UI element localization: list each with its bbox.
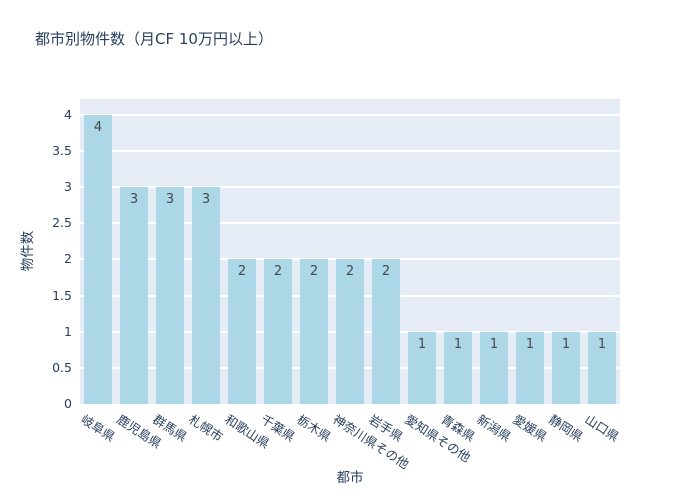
bar-value-label: 1 [561,336,571,352]
bar-札幌市[interactable]: 3 [191,187,221,404]
bar-岩手県[interactable]: 2 [371,259,401,404]
x-axis-title: 都市 [336,470,364,486]
bar-value-label: 1 [453,336,463,352]
bar-神奈川県その他[interactable]: 2 [335,259,365,404]
y-tick-label: 0.5 [52,359,72,375]
gridline [80,113,620,116]
y-tick-label: 2 [64,251,72,267]
y-tick-label: 1 [64,323,72,339]
bar-栃木県[interactable]: 2 [299,259,329,404]
x-tick-label: 静岡県 [546,411,586,445]
bar-value-label: 3 [201,192,211,208]
bar-value-label: 2 [345,264,355,280]
bar-value-label: 2 [237,264,247,280]
x-tick-label: 愛媛県 [510,411,550,445]
bar-value-label: 3 [165,192,175,208]
y-tick-label: 1.5 [52,287,72,303]
y-tick-label: 2.5 [52,215,72,231]
bar-value-label: 2 [273,264,283,280]
bar-青森県[interactable]: 1 [443,331,473,404]
bar-鹿児島県[interactable]: 3 [119,187,149,404]
plot-area: 4 3 3 3 2 2 2 2 2 1 1 1 1 1 1 [80,99,620,404]
bar-千葉県[interactable]: 2 [263,259,293,404]
x-tick-label: 岐阜県 [78,411,118,445]
x-tick-label: 札幌市 [186,411,226,445]
bar-value-label: 2 [381,264,391,280]
bar-新潟県[interactable]: 1 [479,331,509,404]
gridline [80,222,620,225]
bar-value-label: 1 [417,336,427,352]
bar-群馬県[interactable]: 3 [155,187,185,404]
bar-岐阜県[interactable]: 4 [83,114,113,404]
y-tick-label: 3.5 [52,143,72,159]
y-tick-label: 3 [64,179,72,195]
bar-静岡県[interactable]: 1 [551,331,581,404]
y-tick-label: 4 [64,106,72,122]
gridline [80,186,620,189]
bar-愛知県その他[interactable]: 1 [407,331,437,404]
bar-山口県[interactable]: 1 [587,331,617,404]
x-tick-label: 山口県 [582,411,622,445]
bar-value-label: 1 [489,336,499,352]
bar-value-label: 4 [93,119,103,135]
bar-value-label: 1 [525,336,535,352]
x-tick-label: 新潟県 [474,411,514,445]
bar-和歌山県[interactable]: 2 [227,259,257,404]
bar-愛媛県[interactable]: 1 [515,331,545,404]
bar-value-label: 3 [129,192,139,208]
bar-value-label: 1 [597,336,607,352]
y-tick-label: 0 [64,396,72,411]
x-tick-label: 栃木県 [294,411,334,445]
gridline [80,150,620,153]
bar-value-label: 2 [309,264,319,280]
chart-title: 都市別物件数（月CF 10万円以上） [35,30,273,48]
